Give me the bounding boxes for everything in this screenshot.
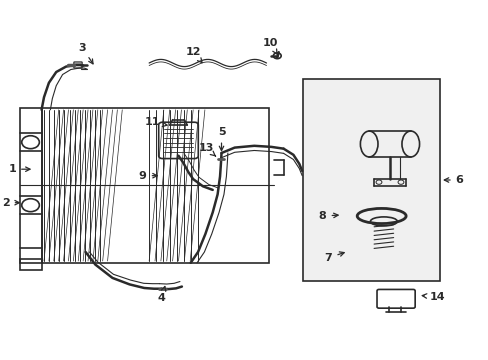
Text: 2: 2 [2, 198, 19, 208]
Text: 3: 3 [78, 42, 93, 64]
Bar [20, 108, 41, 263]
Text: 11: 11 [144, 117, 167, 127]
Text: 14: 14 [422, 292, 445, 302]
Bar [20, 259, 41, 270]
Text: 8: 8 [318, 211, 337, 221]
Text: 6: 6 [444, 175, 463, 185]
Text: 12: 12 [185, 47, 202, 63]
Text: 13: 13 [198, 143, 215, 156]
Bar [303, 79, 439, 281]
Text: 7: 7 [324, 252, 344, 263]
Text: 1: 1 [8, 164, 30, 174]
Text: 5: 5 [217, 127, 225, 150]
FancyBboxPatch shape [74, 62, 82, 68]
Text: 9: 9 [139, 171, 157, 181]
Text: 10: 10 [262, 38, 278, 54]
Bar [41, 108, 268, 263]
Text: 4: 4 [157, 287, 165, 303]
